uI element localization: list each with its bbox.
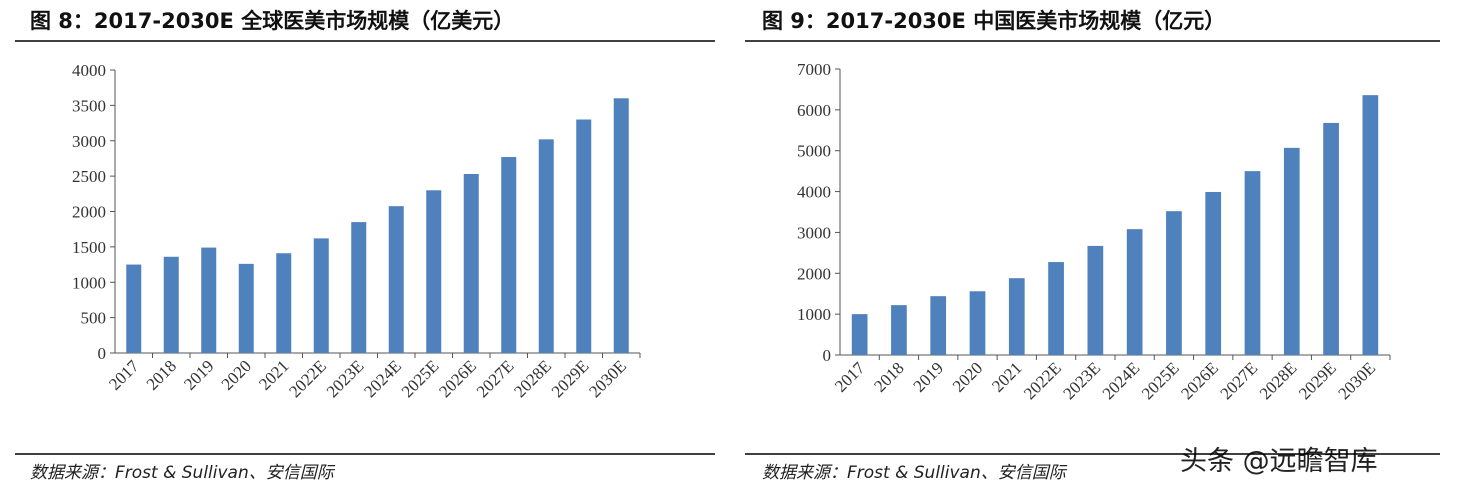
x-tick-label: 2018	[870, 358, 907, 395]
chart-title: 图 8：2017-2030E 全球医美市场规模（亿美元）	[30, 9, 514, 33]
x-tick-label: 2028E	[1256, 358, 1301, 403]
x-tick-label: 2022E	[1020, 358, 1065, 403]
x-tick-label: 2026E	[435, 356, 480, 401]
bar	[1283, 147, 1300, 355]
bar	[1008, 278, 1025, 355]
y-tick-label: 6000	[797, 101, 831, 120]
bar	[1323, 122, 1339, 355]
bar	[1048, 262, 1064, 355]
y-tick-label: 0	[98, 344, 107, 363]
x-tick-label: 2017	[831, 358, 869, 396]
x-tick-label: 2027E	[473, 356, 518, 401]
bar	[1205, 191, 1222, 355]
x-tick-label: 2029E	[1295, 358, 1340, 403]
x-tick-label: 2019	[180, 356, 217, 393]
x-tick-label: 2026E	[1177, 358, 1222, 403]
x-tick-label: 2023E	[1059, 358, 1104, 403]
bar	[538, 139, 554, 353]
y-tick-label: 2000	[797, 264, 831, 283]
x-tick-label: 2027E	[1217, 358, 1262, 403]
bar	[426, 190, 442, 353]
bar	[930, 296, 947, 355]
source: 数据来源：Frost & Sullivan、安信国际	[762, 463, 1068, 483]
x-tick-label: 2023E	[323, 356, 368, 401]
x-tick-label: 2017	[105, 356, 143, 394]
y-tick-label: 3000	[72, 132, 106, 151]
y-tick-label: 2500	[72, 167, 106, 186]
watermark: 头条 @远瞻智库	[1180, 446, 1378, 477]
bar	[891, 305, 907, 355]
chart-title: 图 9：2017-2030E 中国医美市场规模（亿元）	[762, 9, 1225, 33]
bar	[388, 206, 404, 353]
x-tick-label: 2020	[949, 358, 986, 395]
bar	[463, 174, 479, 353]
x-tick-label: 2018	[143, 356, 180, 393]
y-tick-label: 7000	[797, 60, 831, 79]
y-tick-label: 0	[823, 346, 832, 365]
bar	[276, 253, 292, 353]
bar	[969, 291, 986, 355]
y-tick-label: 1500	[72, 238, 106, 257]
bar	[1244, 171, 1261, 355]
bar	[576, 119, 592, 354]
x-tick-label: 2025E	[1138, 358, 1183, 403]
bar	[1087, 245, 1104, 355]
source: 数据来源：Frost & Sullivan、安信国际	[30, 463, 336, 483]
bar	[1166, 211, 1182, 355]
bar	[126, 264, 142, 353]
x-tick-label: 2029E	[548, 356, 593, 401]
x-tick-label: 2022E	[285, 356, 330, 401]
y-tick-label: 3500	[72, 96, 106, 115]
y-tick-label: 4000	[72, 61, 106, 80]
bar	[613, 98, 629, 353]
bar	[1126, 229, 1143, 355]
x-tick-label: 2020	[218, 356, 255, 393]
y-tick-label: 2000	[72, 203, 106, 222]
x-tick-label: 2025E	[398, 356, 443, 401]
bar	[851, 314, 868, 355]
x-tick-label: 2019	[910, 358, 947, 395]
y-tick-label: 4000	[797, 183, 831, 202]
bar	[163, 256, 179, 353]
y-tick-label: 1000	[72, 273, 106, 292]
y-tick-label: 500	[81, 309, 107, 328]
bar	[201, 247, 217, 353]
bar	[1362, 95, 1379, 356]
x-tick-label: 2024E	[360, 356, 405, 401]
y-tick-label: 3000	[797, 223, 831, 242]
x-tick-label: 2024E	[1099, 358, 1144, 403]
bar	[238, 263, 254, 353]
x-tick-label: 2028E	[510, 356, 555, 401]
bar	[501, 157, 517, 353]
y-tick-label: 1000	[797, 305, 831, 324]
x-tick-label: 2030E	[585, 356, 630, 401]
bar	[313, 238, 329, 353]
bar	[351, 222, 367, 353]
y-tick-label: 5000	[797, 142, 831, 161]
x-tick-label: 2030E	[1334, 358, 1379, 403]
